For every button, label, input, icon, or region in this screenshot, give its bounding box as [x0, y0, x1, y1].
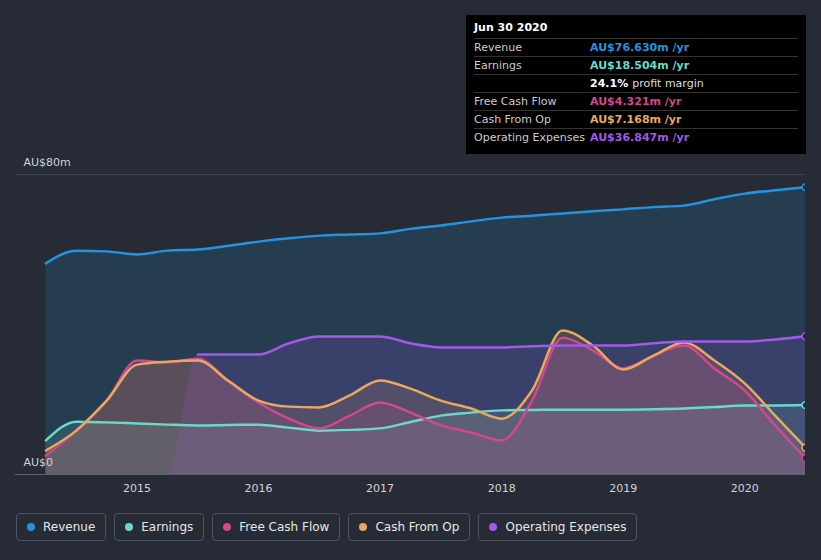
html-text:AU$76.630m /yr: AU$76.630m /yr [590, 41, 690, 54]
html-text:AU$4.321m /yr: AU$4.321m /yr [590, 95, 682, 108]
html-text:Earnings: Earnings [141, 520, 194, 534]
svg-text:AU$0: AU$0 [24, 456, 54, 469]
html-text:Jun 30 2020: Jun 30 2020 [474, 21, 548, 34]
html-text:Free Cash Flow: Free Cash Flow [474, 95, 557, 108]
html-text:Free Cash Flow: Free Cash Flow [239, 520, 330, 534]
svg-text:2020: 2020 [731, 482, 759, 495]
html-text:AU$36.847m /yr: AU$36.847m /yr [590, 131, 690, 144]
svg-text:2016: 2016 [245, 482, 273, 495]
svg-text:2015: 2015 [123, 482, 151, 495]
html-text:24.1% profit margin: 24.1% profit margin [590, 77, 704, 90]
svg-text:2019: 2019 [609, 482, 637, 495]
svg-text:AU$80m: AU$80m [24, 156, 71, 169]
html-text:Operating Expenses: Operating Expenses [474, 131, 585, 144]
html-text:Cash From Op: Cash From Op [375, 520, 460, 534]
svg-text:2017: 2017 [366, 482, 394, 495]
html-text:Operating Expenses: Operating Expenses [505, 520, 627, 534]
html-text:AU$18.504m /yr: AU$18.504m /yr [590, 59, 690, 72]
html-text:Revenue: Revenue [43, 520, 96, 534]
html-text:Revenue: Revenue [474, 41, 522, 54]
html-text:Earnings: Earnings [474, 59, 522, 72]
svg-text:2018: 2018 [488, 482, 516, 495]
html-text:AU$7.168m /yr: AU$7.168m /yr [590, 113, 682, 126]
html-text:Cash From Op: Cash From Op [474, 113, 551, 126]
